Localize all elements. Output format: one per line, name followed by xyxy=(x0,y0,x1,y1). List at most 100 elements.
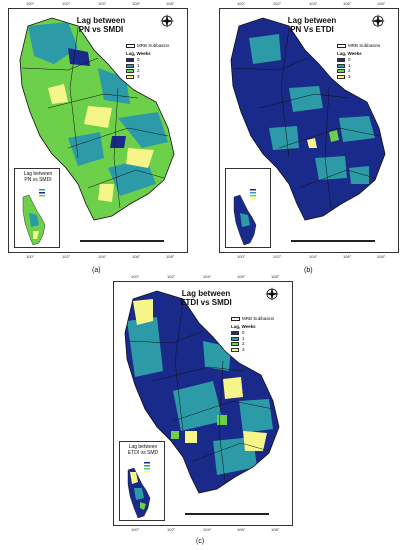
basin-map xyxy=(230,17,386,221)
title-line: Lag between xyxy=(287,16,337,25)
legend-swatch xyxy=(231,331,239,336)
legend-row: 3 xyxy=(337,73,380,80)
title-line: PN vs SMDI xyxy=(78,25,124,34)
inset-map: Lag between PN vs SMDI xyxy=(14,168,60,248)
inset-map xyxy=(225,168,271,248)
title-line: Lag between xyxy=(181,289,231,298)
scale-bar xyxy=(80,240,164,242)
legend-label: 3 xyxy=(242,346,245,352)
scale-bar xyxy=(185,513,269,515)
map-title: Lag between PN vs SMDI xyxy=(66,16,136,34)
legend-swatch xyxy=(126,74,134,79)
map-frame xyxy=(113,281,293,526)
lon-tick: 106° xyxy=(237,274,246,279)
legend-label: 1 xyxy=(348,62,351,68)
panel-caption: (a) xyxy=(92,267,101,274)
lon-tick: 104° xyxy=(203,527,212,532)
legend-row: 2 xyxy=(126,68,169,74)
legend-label: 1 xyxy=(137,62,140,68)
legend-label: 3 xyxy=(137,73,140,79)
legend-swatch xyxy=(231,342,239,347)
lon-tick: 108° xyxy=(377,254,386,259)
inset-title-line: PN vs SMDI xyxy=(24,176,52,183)
legend-swatch xyxy=(231,336,239,341)
legend-row: 0 xyxy=(126,57,169,63)
scale-bar xyxy=(291,240,375,242)
legend-title: Lag, Weeks xyxy=(337,50,362,56)
legend-row: 1 xyxy=(126,62,169,69)
lon-tick: 102° xyxy=(62,1,71,6)
lon-tick: 108° xyxy=(377,1,386,6)
map-panel-b: 100° 102° 104° 106° 108° 100° 102° 104° … xyxy=(219,2,399,259)
map-frame xyxy=(8,8,188,253)
legend-row: 3 xyxy=(231,346,274,353)
panel-caption: (b) xyxy=(304,267,313,274)
map-frame xyxy=(219,8,399,253)
map-panel-c: 100° 102° 104° 106° 108° 100° 102° 104° … xyxy=(113,275,293,532)
lon-tick: 104° xyxy=(98,1,107,6)
lon-tick: 100° xyxy=(237,254,246,259)
legend-row: 0 xyxy=(231,330,274,336)
basin-map xyxy=(19,17,175,221)
inset-title: Lag between ETDI vs SMD xyxy=(122,444,164,456)
lon-tick: 106° xyxy=(132,254,141,259)
legend-row: 1 xyxy=(337,62,380,69)
map-title: Lag between ETDI vs SMDI xyxy=(171,289,241,307)
legend-row: 2 xyxy=(337,68,380,74)
lon-tick: 104° xyxy=(309,1,318,6)
lon-tick: 106° xyxy=(343,1,352,6)
lon-tick: 104° xyxy=(98,254,107,259)
legend-title: Lag, Weeks xyxy=(126,50,151,56)
lon-tick: 100° xyxy=(131,527,140,532)
lon-tick: 108° xyxy=(166,1,175,6)
lon-tick: 104° xyxy=(203,274,212,279)
lon-tick: 106° xyxy=(237,527,246,532)
lon-tick: 102° xyxy=(273,1,282,6)
subbasin-swatch xyxy=(231,317,240,322)
map-legend: MRB Subbasins Lag, Weeks 0 1 2 3 xyxy=(337,43,381,80)
lon-tick: 108° xyxy=(271,527,280,532)
legend-row: 3 xyxy=(126,73,169,80)
subbasins-label: MRB Subbasins xyxy=(137,43,170,48)
north-arrow-icon xyxy=(371,14,385,28)
legend-swatch xyxy=(337,58,345,63)
legend-swatch xyxy=(337,74,345,79)
subbasin-swatch xyxy=(126,44,135,49)
subbasins-label: MRB Subbasins xyxy=(348,43,381,48)
north-arrow-icon xyxy=(160,14,174,28)
inset-basin xyxy=(233,189,257,246)
inset-title-line: Lag between xyxy=(128,444,158,450)
lon-tick: 100° xyxy=(26,1,35,6)
panel-caption: (c) xyxy=(196,538,205,545)
lon-tick: 108° xyxy=(166,254,175,259)
subbasins-legend-row: MRB Subbasins xyxy=(126,43,170,49)
north-arrow-icon xyxy=(265,287,279,301)
legend-row: 2 xyxy=(231,341,274,347)
legend-swatch xyxy=(337,63,345,68)
lon-tick: 104° xyxy=(309,254,318,259)
legend-label: 0 xyxy=(137,57,140,62)
legend-row: 0 xyxy=(337,57,380,63)
legend-swatch xyxy=(126,63,134,68)
lon-tick: 102° xyxy=(273,254,282,259)
inset-basin xyxy=(22,189,46,246)
lon-tick: 102° xyxy=(62,254,71,259)
lon-tick: 106° xyxy=(343,254,352,259)
legend-swatch xyxy=(231,347,239,352)
map-legend: MRB Subbasins Lag, Weeks 0 1 2 3 xyxy=(231,316,275,353)
legend-label: 1 xyxy=(242,335,245,341)
lon-tick: 102° xyxy=(167,274,176,279)
subbasins-label: MRB Subbasins xyxy=(242,316,275,321)
inset-title-line: Lag between xyxy=(23,171,53,177)
legend-row: 1 xyxy=(231,335,274,342)
legend-label: 3 xyxy=(348,73,351,79)
legend-swatch xyxy=(337,69,345,74)
lon-tick: 102° xyxy=(167,527,176,532)
legend-label: 0 xyxy=(348,57,351,62)
legend-label: 2 xyxy=(137,68,140,73)
title-line: Lag between xyxy=(76,16,126,25)
map-panel-a: 100° 102° 104° 106° 108° 100° 102° 104° … xyxy=(8,2,188,259)
lon-tick: 100° xyxy=(237,1,246,6)
inset-title-line: ETDI vs SMD xyxy=(127,449,159,456)
inset-basin xyxy=(127,462,151,519)
